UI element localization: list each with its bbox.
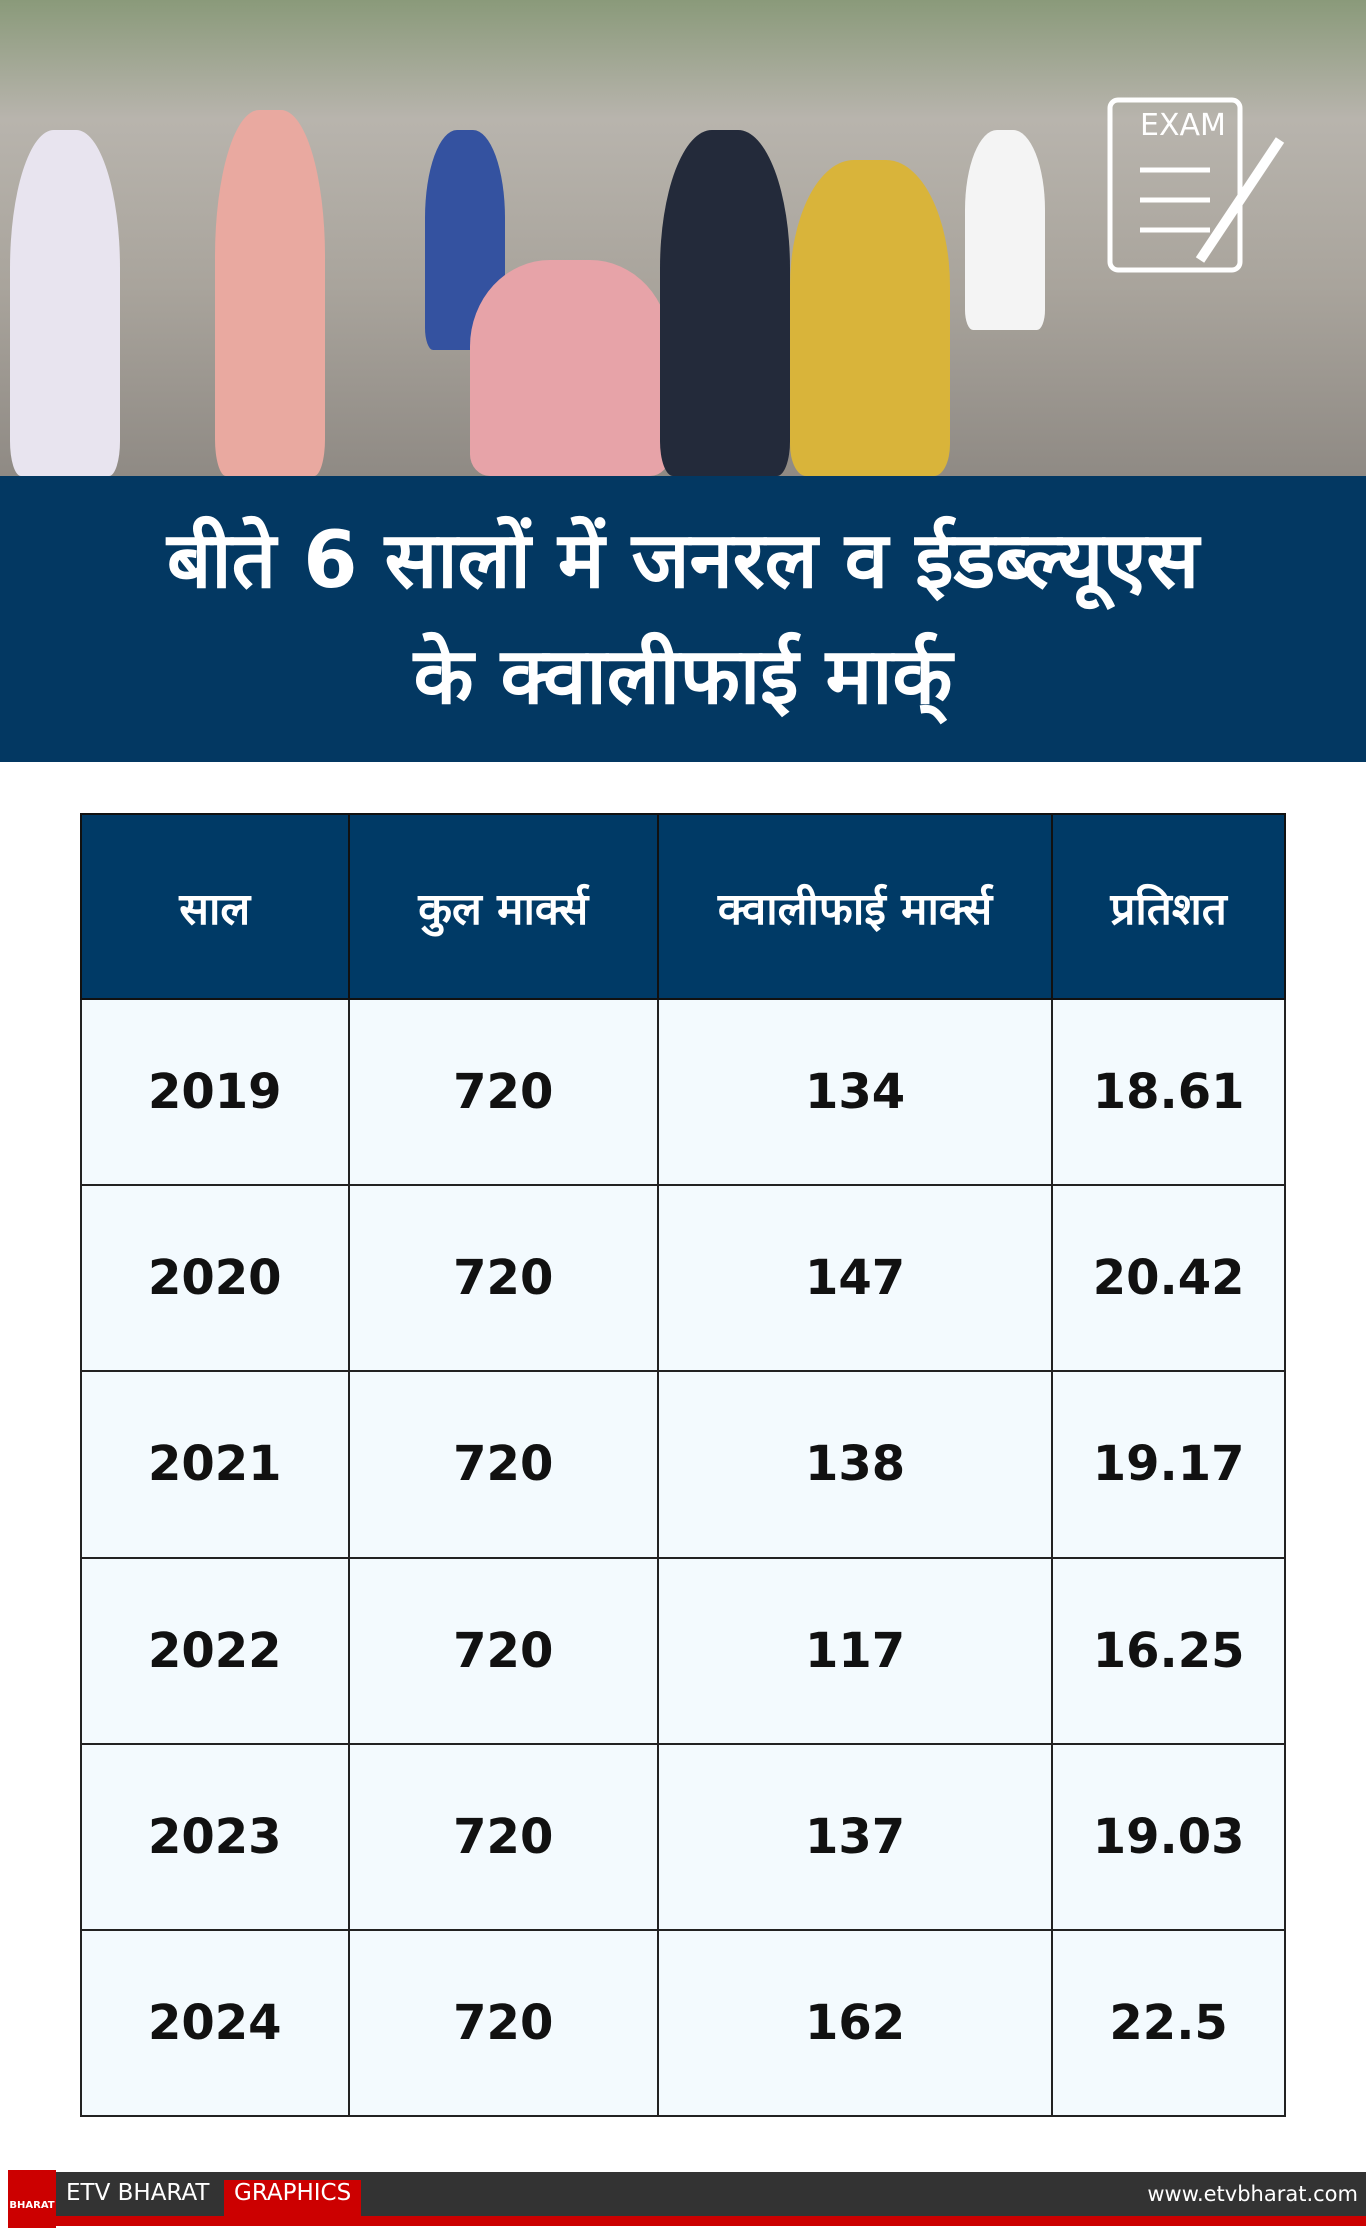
table-row: 2024 720 162 22.5: [80, 1928, 1286, 2118]
brand-label: ETV BHARAT: [66, 2180, 210, 2206]
cell-qualifying-marks: 162: [656, 1928, 1054, 2118]
cell-total-marks: 720: [347, 997, 659, 1187]
website-link[interactable]: www.etvbharat.com: [1147, 2182, 1358, 2206]
title-line-2: के क्वालीफाई मार्क्: [413, 632, 953, 722]
cell-total-marks: 720: [347, 1556, 659, 1745]
cell-year: 2019: [80, 997, 350, 1187]
graphics-label: GRAPHICS: [224, 2180, 362, 2216]
title-banner: बीते 6 सालों में जनरल व ईडब्ल्यूएस के क्…: [0, 476, 1366, 762]
qualifying-marks-table: साल कुल मार्क्स क्वालीफाई मार्क्स प्रतिश…: [80, 813, 1286, 2118]
header-qualifying-marks: क्वालीफाई मार्क्स: [656, 813, 1054, 1000]
cell-qualifying-marks: 117: [656, 1556, 1054, 1745]
svg-text:EXAM: EXAM: [1140, 108, 1226, 143]
table-row: 2019 720 134 18.61: [80, 997, 1286, 1187]
cell-total-marks: 720: [347, 1184, 659, 1373]
etv-logo: BHARAT: [8, 2170, 56, 2228]
table-row: 2022 720 117 16.25: [80, 1556, 1286, 1745]
cell-qualifying-marks: 137: [656, 1742, 1054, 1931]
table-row: 2023 720 137 19.03: [80, 1742, 1286, 1931]
footer: BHARAT ETV BHARAT GRAPHICS www.etvbharat…: [0, 2170, 1366, 2228]
cell-total-marks: 720: [347, 1928, 659, 2118]
cell-percentage: 19.03: [1051, 1742, 1286, 1931]
logo-text: BHARAT: [9, 2200, 55, 2211]
cell-year: 2020: [80, 1184, 350, 1373]
cell-percentage: 18.61: [1051, 997, 1286, 1187]
cell-qualifying-marks: 138: [656, 1370, 1054, 1559]
cell-percentage: 22.5: [1051, 1928, 1286, 2118]
cell-percentage: 16.25: [1051, 1556, 1286, 1745]
table-row: 2021 720 138 19.17: [80, 1370, 1286, 1559]
exam-icon: EXAM: [1107, 97, 1285, 273]
cell-year: 2024: [80, 1928, 350, 2118]
cell-percentage: 19.17: [1051, 1370, 1286, 1559]
header-total-marks: कुल मार्क्स: [347, 813, 659, 1000]
cell-total-marks: 720: [347, 1742, 659, 1931]
cell-qualifying-marks: 134: [656, 997, 1054, 1187]
footer-stripe: [10, 2216, 1366, 2226]
cell-percentage: 20.42: [1051, 1184, 1286, 1373]
title-line-1: बीते 6 सालों में जनरल व ईडब्ल्यूएस: [166, 516, 1200, 606]
table-row: 2020 720 147 20.42: [80, 1184, 1286, 1373]
cell-year: 2021: [80, 1370, 350, 1559]
cell-total-marks: 720: [347, 1370, 659, 1559]
cell-qualifying-marks: 147: [656, 1184, 1054, 1373]
table-header-row: साल कुल मार्क्स क्वालीफाई मार्क्स प्रतिश…: [80, 813, 1286, 1000]
cell-year: 2022: [80, 1556, 350, 1745]
hero-photo: EXAM: [0, 0, 1366, 476]
header-year: साल: [80, 813, 350, 1000]
cell-year: 2023: [80, 1742, 350, 1931]
header-percentage: प्रतिशत: [1051, 813, 1286, 1000]
